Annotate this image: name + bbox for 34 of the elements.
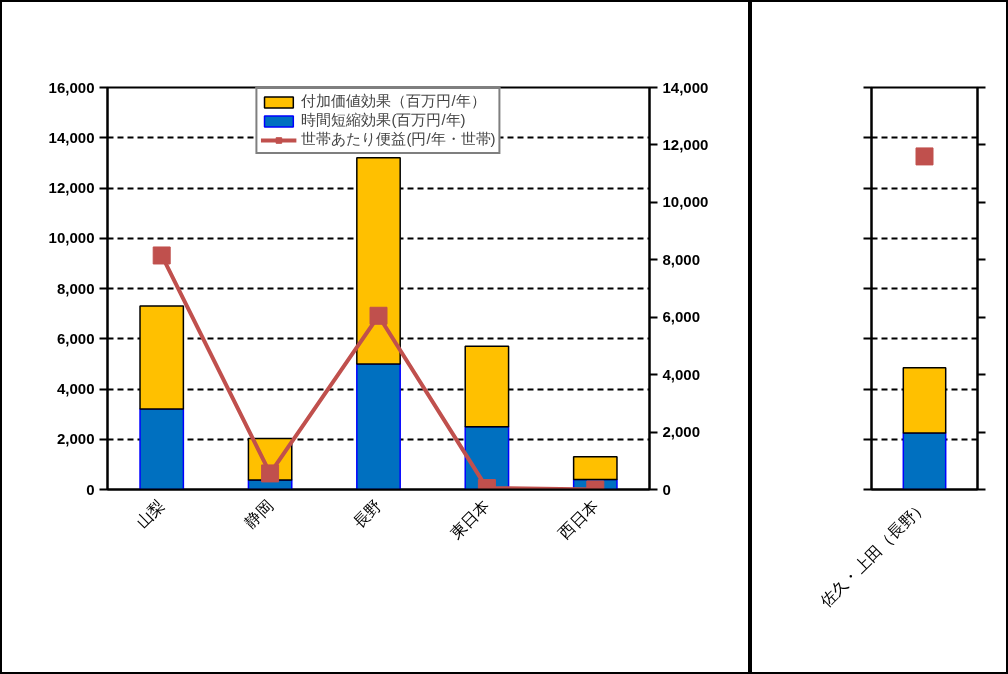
y2-tick-label: 6,000 (662, 308, 701, 326)
y2-tick-label: 0 (662, 480, 671, 498)
bar (572, 456, 618, 481)
bar (356, 363, 401, 490)
legend-label: 付加価値効果（百万円/年） (301, 92, 486, 111)
y2-tick-label: 14,000 (662, 78, 709, 96)
bar (139, 408, 185, 490)
legend-label: 世帯あたり便益(円/年・世帯) (301, 130, 496, 149)
point (369, 306, 388, 325)
y2-tick-label: 8,000 (662, 250, 701, 268)
y-tick-label: 14,000 (48, 128, 95, 146)
x-tick-label: 東日本 (446, 496, 493, 543)
x-tick-label: 西日本 (555, 496, 602, 543)
y2-tick-label: 10,000 (662, 193, 709, 211)
y-tick-label: 10,000 (48, 229, 95, 247)
x-tick-label: 山梨 (133, 496, 168, 532)
y-tick-label: 4,000 (56, 380, 95, 397)
y2-tick-label: 12,000 (662, 135, 709, 153)
bar (464, 345, 510, 428)
y-tick-label: 16,000 (48, 78, 95, 96)
x-tick-label: 静岡 (241, 496, 277, 532)
y-tick-label: 12,000 (48, 179, 95, 196)
y-tick-label: 0 (86, 480, 95, 498)
y-tick-label: 2,000 (56, 430, 95, 448)
y2-tick-label: 2,000 (662, 423, 701, 441)
x-tick-label: 長野 (349, 496, 385, 532)
bar (356, 157, 401, 365)
y-tick-label: 6,000 (56, 329, 95, 347)
y2-tick-label: 4,000 (662, 365, 701, 383)
point (152, 246, 171, 265)
x-tick-label: 佐久・上田（長野） (816, 496, 931, 611)
bar (139, 305, 185, 410)
legend-label: 時間短縮効果(百万円/年) (301, 111, 466, 130)
y-tick-label: 8,000 (56, 279, 95, 297)
